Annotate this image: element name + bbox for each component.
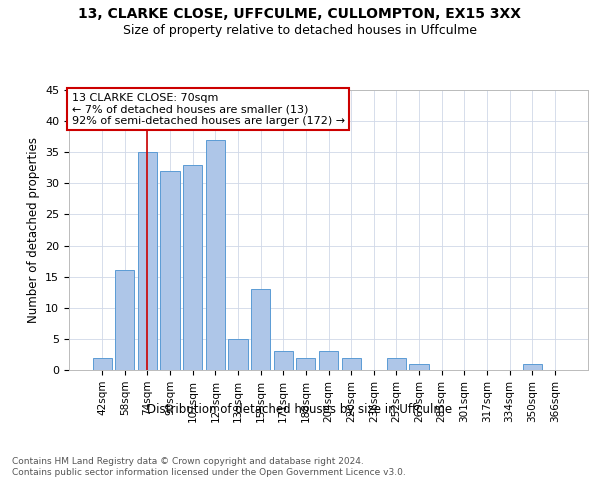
Bar [251, 289, 270, 370]
Y-axis label: Number of detached properties: Number of detached properties [26, 137, 40, 323]
Bar [138, 152, 157, 370]
Bar [296, 358, 316, 370]
Bar [206, 140, 225, 370]
Bar [115, 270, 134, 370]
Text: Distribution of detached houses by size in Uffculme: Distribution of detached houses by size … [148, 402, 452, 415]
Text: Size of property relative to detached houses in Uffculme: Size of property relative to detached ho… [123, 24, 477, 37]
Text: 13, CLARKE CLOSE, UFFCULME, CULLOMPTON, EX15 3XX: 13, CLARKE CLOSE, UFFCULME, CULLOMPTON, … [79, 8, 521, 22]
Bar [341, 358, 361, 370]
Bar [523, 364, 542, 370]
Bar [92, 358, 112, 370]
Bar [160, 171, 180, 370]
Bar [387, 358, 406, 370]
Bar [229, 339, 248, 370]
Bar [319, 352, 338, 370]
Bar [183, 164, 202, 370]
Bar [409, 364, 428, 370]
Text: 13 CLARKE CLOSE: 70sqm
← 7% of detached houses are smaller (13)
92% of semi-deta: 13 CLARKE CLOSE: 70sqm ← 7% of detached … [71, 93, 345, 126]
Bar [274, 352, 293, 370]
Text: Contains HM Land Registry data © Crown copyright and database right 2024.
Contai: Contains HM Land Registry data © Crown c… [12, 458, 406, 477]
